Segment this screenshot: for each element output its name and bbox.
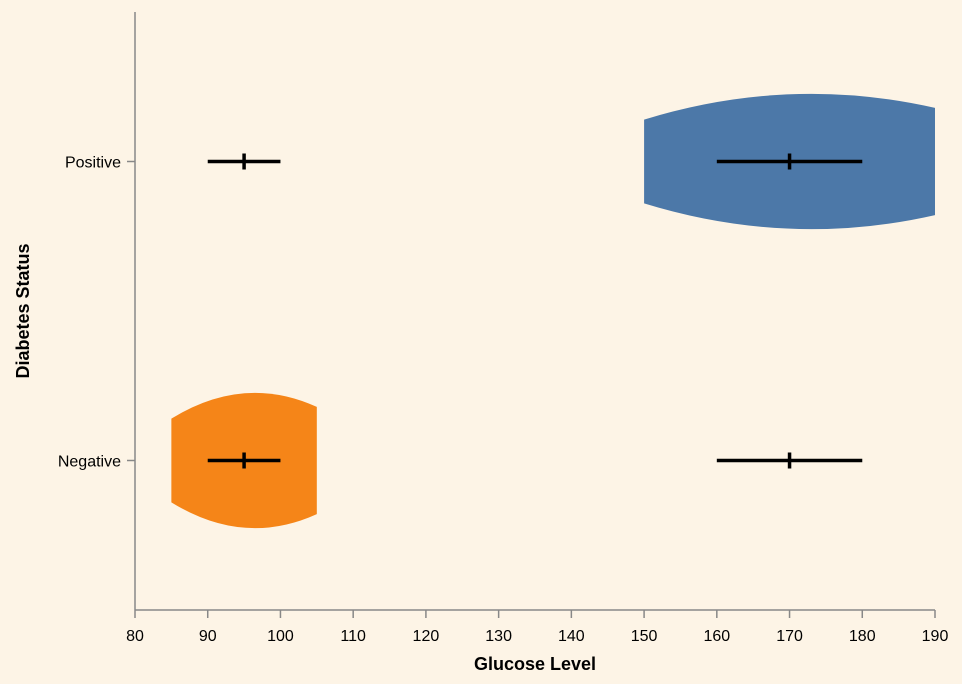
- interval-layer: [207, 153, 863, 469]
- x-tick-label: 90: [199, 628, 217, 645]
- y-tick-label: Positive: [65, 155, 121, 172]
- x-tick-label: 130: [485, 628, 512, 645]
- x-tick-label: 110: [340, 628, 366, 645]
- y-axis-ticks: Positive Negative: [58, 155, 135, 471]
- x-tick-label: 120: [413, 628, 440, 645]
- x-tick-label: 140: [558, 628, 585, 645]
- x-tick-label: 160: [703, 628, 730, 645]
- x-axis-title: Glucose Level: [474, 654, 596, 674]
- x-tick-label: 100: [267, 628, 294, 645]
- x-tick-label: 170: [776, 628, 803, 645]
- y-tick-label: Negative: [58, 454, 121, 471]
- x-axis-ticks: 80 90 100 110 120 130 140 150 160 170 180 190: [126, 610, 948, 645]
- violin-layer: [171, 93, 935, 529]
- y-axis-title: Diabetes Status: [13, 243, 33, 378]
- x-tick-label: 150: [631, 628, 658, 645]
- x-tick-label: 80: [126, 628, 144, 645]
- x-tick-label: 180: [849, 628, 876, 645]
- x-tick-label: 190: [922, 628, 949, 645]
